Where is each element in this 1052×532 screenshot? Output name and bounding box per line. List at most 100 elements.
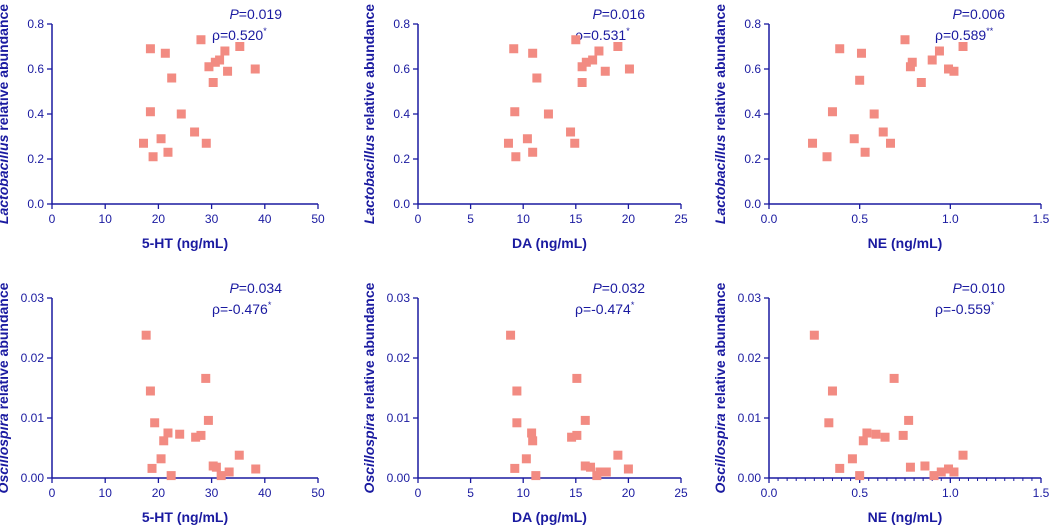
- data-point: [196, 430, 206, 440]
- y-tick-label: 0.6: [27, 62, 44, 76]
- data-point: [904, 415, 914, 425]
- x-tick-label: 0.0: [761, 486, 778, 500]
- data-point: [824, 418, 834, 428]
- x-tick-label: 25: [674, 486, 688, 500]
- data-point: [577, 78, 587, 87]
- chart-panel-top-right: 0.0 0.2 0.4 0.6 0.8 0.0 0.5 1.0 1.5 NE (ng/mL) Lac…: [712, 4, 1050, 251]
- x-tick-label: 0: [49, 212, 56, 226]
- y-tick-label: 0.0: [744, 197, 761, 211]
- data-point: [572, 430, 582, 440]
- p-value-label: P=0.034: [229, 280, 282, 296]
- data-point: [958, 42, 968, 51]
- y-tick-label: 0.00: [21, 471, 45, 485]
- data-point: [860, 147, 870, 157]
- x-axis-title: NE (ng/mL): [868, 235, 943, 251]
- rho-label: ρ=0.520*: [212, 26, 267, 43]
- y-tick-label: 0.2: [744, 152, 761, 166]
- chart-panel-bottom-left: 0.00 0.01 0.02 0.03 0 10 20 30 40 50 5-HT (ng/mL) O…: [0, 280, 325, 525]
- data-point: [139, 138, 149, 148]
- chart-panel-bottom-middle: 0.00 0.01 0.02 0.03 0 5 10 15 20 25 DA (pg/mL) Osci…: [361, 280, 688, 525]
- data-point: [878, 127, 888, 137]
- y-axis-title-suffix: relative abundance: [0, 282, 11, 413]
- x-axis-title: 5-HT (ng/mL): [142, 509, 228, 525]
- data-point: [586, 462, 596, 472]
- data-point: [156, 134, 166, 144]
- data-point: [944, 464, 954, 474]
- y-axis-title-genus: Oscillospira: [361, 413, 377, 493]
- data-point: [208, 78, 218, 87]
- data-point: [907, 57, 917, 67]
- p-value-label: P=0.016: [592, 6, 645, 22]
- p-value: =0.032: [602, 280, 645, 296]
- data-point: [204, 62, 214, 72]
- data-point: [150, 418, 160, 428]
- data-point: [528, 147, 538, 157]
- data-point: [934, 46, 944, 56]
- rho-label: ρ=0.589**: [935, 26, 994, 43]
- data-point: [543, 109, 553, 119]
- y-axis-title-genus: Lactobacillus: [361, 134, 377, 224]
- data-point: [595, 467, 605, 477]
- data-point: [916, 78, 926, 87]
- data-point: [567, 432, 577, 442]
- x-tick-label: 0: [49, 486, 56, 500]
- data-point: [522, 134, 532, 144]
- data-point: [160, 48, 170, 58]
- y-axis-title: Oscillospira relative abundance: [712, 282, 728, 493]
- data-point: [898, 430, 908, 440]
- data-point: [827, 386, 837, 396]
- p-value-label: P=0.019: [229, 6, 282, 22]
- data-point: [521, 454, 531, 464]
- data-point: [531, 471, 541, 481]
- data-point: [191, 432, 201, 442]
- p-value-label: P=0.006: [952, 6, 1005, 22]
- x-tick-label: 5: [467, 486, 474, 500]
- y-tick-label: 0.8: [744, 17, 761, 31]
- chart-panel-bottom-right: 0.00 0.01 0.02 0.03 0.0 0.5 1.0 1.5 NE (ng/mL) Os…: [712, 280, 1050, 525]
- p-value: =0.016: [602, 6, 645, 22]
- data-point: [196, 35, 206, 45]
- p-value: =0.034: [239, 280, 282, 296]
- data-point: [223, 66, 233, 76]
- x-axis-title: 5-HT (ng/mL): [142, 235, 228, 251]
- p-symbol: P: [592, 280, 602, 296]
- y-tick-label: 0.03: [738, 291, 762, 305]
- x-tick-label: 5: [467, 212, 474, 226]
- data-point: [958, 450, 968, 460]
- y-tick-label: 0.6: [744, 62, 761, 76]
- data-point: [822, 152, 832, 162]
- data-point: [847, 454, 857, 464]
- rho-value: ρ=-0.559: [935, 301, 991, 317]
- x-tick-label: 30: [205, 212, 219, 226]
- x-tick-label: 0.5: [851, 212, 868, 226]
- data-point: [532, 73, 542, 83]
- y-tick-label: 0.2: [27, 152, 44, 166]
- significance-mark: *: [631, 300, 635, 310]
- rho-value: ρ=-0.474: [575, 301, 631, 317]
- y-tick-label: 0.8: [393, 17, 410, 31]
- p-value-label: P=0.032: [592, 280, 645, 296]
- p-value: =0.010: [962, 280, 1005, 296]
- rho-label: ρ=-0.476*: [212, 300, 272, 317]
- data-point: [234, 450, 244, 460]
- x-tick-label: 0: [415, 212, 422, 226]
- data-point: [201, 373, 211, 383]
- x-axis-title: DA (ng/mL): [512, 235, 587, 251]
- data-point: [175, 429, 185, 439]
- significance-mark: *: [991, 300, 995, 310]
- p-value: =0.019: [239, 6, 282, 22]
- y-tick-label: 0.01: [21, 411, 45, 425]
- data-point: [949, 467, 959, 477]
- data-point: [849, 134, 859, 144]
- data-point: [203, 415, 213, 425]
- data-point: [581, 57, 591, 67]
- y-tick-label: 0.00: [387, 471, 411, 485]
- data-point: [166, 471, 176, 481]
- y-tick-label: 0.02: [21, 351, 45, 365]
- data-point: [580, 415, 590, 425]
- y-tick-label: 0.0: [27, 197, 44, 211]
- rho-value: ρ=0.589: [935, 27, 986, 43]
- data-point: [929, 471, 939, 481]
- y-axis-title-genus: Lactobacillus: [0, 134, 11, 224]
- y-axis-title-suffix: relative abundance: [361, 282, 377, 413]
